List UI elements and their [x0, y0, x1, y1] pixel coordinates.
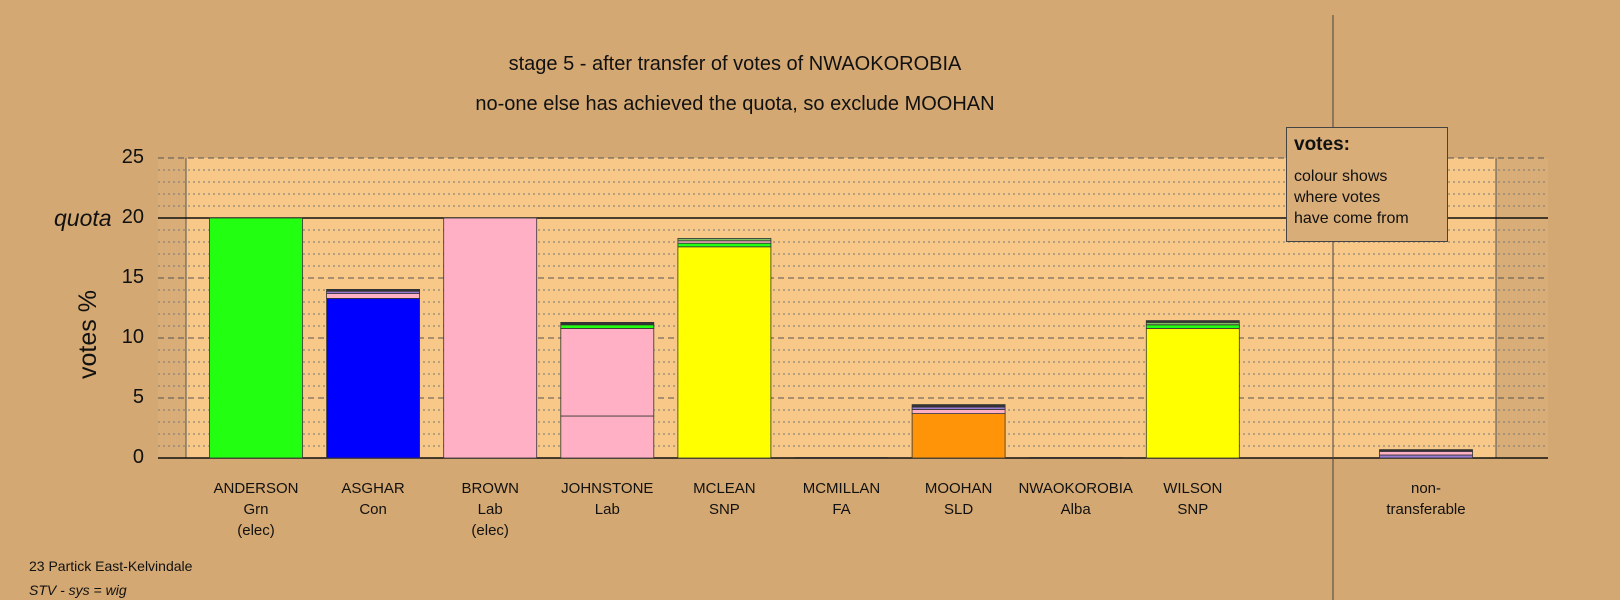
bar-non-transferable-segment	[1379, 454, 1473, 459]
bar-mclean-segment	[677, 237, 772, 242]
y-tick-20: 20	[121, 206, 144, 228]
chart-title: stage 5 - after transfer of votes of NWA…	[508, 53, 962, 75]
bar-johnstone-segment	[560, 327, 655, 417]
bar-non-transferable-segment	[1379, 449, 1473, 452]
bar-asghar-segment	[326, 293, 421, 299]
bar-mclean-segment	[677, 242, 772, 248]
x-label-moohan-line: MOOHAN	[924, 480, 993, 497]
x-label-brown-line: BROWN	[461, 480, 519, 497]
bar-wilson-segment	[1145, 320, 1240, 323]
x-label-moohan-line: SLD	[944, 501, 974, 518]
x-label-anderson: ANDERSON Grn (elec)	[191, 478, 321, 541]
legend-line: colour shows	[1294, 168, 1388, 185]
bar-asghar-segment	[326, 288, 421, 292]
x-label-asghar-line: ASGHAR	[341, 480, 405, 497]
bar-anderson-segment	[209, 217, 303, 459]
bar-moohan-segment	[911, 408, 1006, 414]
chart-subtitle: no-one else has achieved the quota, so e…	[475, 93, 995, 115]
x-label-anderson-line: ANDERSON	[213, 480, 299, 497]
x-label-brown-line: (elec)	[471, 522, 509, 539]
x-label-brown-line: Lab	[477, 501, 503, 518]
legend-line: have come from	[1294, 210, 1409, 227]
legend-title: votes:	[1294, 134, 1350, 155]
bar-wilson-segment	[1145, 327, 1240, 459]
bar-mclean-segment	[677, 246, 772, 459]
x-label-wilson: WILSON SNP	[1128, 478, 1258, 520]
y-tick-0: 0	[132, 446, 144, 468]
y-tick-15: 15	[121, 266, 144, 288]
y-tick-25: 25	[121, 146, 144, 168]
x-label-johnstone: JOHNSTONE Lab	[542, 478, 672, 520]
footer-system: STV - sys = wig	[29, 582, 127, 598]
bar-moohan-segment	[911, 413, 1006, 459]
x-label-non-transferable-line: non-	[1410, 480, 1442, 497]
x-label-nwaokorobia-line: Alba	[1060, 501, 1091, 518]
legend-line: where votes	[1294, 189, 1381, 206]
bar-johnstone-segment	[560, 321, 655, 326]
x-label-anderson-line: (elec)	[237, 522, 275, 539]
x-label-johnstone-line: JOHNSTONE	[561, 480, 654, 497]
x-label-mclean-line: MCLEAN	[693, 480, 756, 497]
y-axis-label: votes %	[73, 290, 102, 379]
x-label-brown: BROWN Lab (elec)	[425, 478, 555, 541]
quota-label: quota	[54, 205, 112, 231]
bar-johnstone-segment	[560, 324, 655, 329]
x-label-mcmillan-line: MCMILLAN	[802, 480, 881, 497]
bar-brown-segment	[443, 217, 538, 459]
bar-moohan-segment	[911, 404, 1006, 408]
x-label-non-transferable: non-transferable	[1361, 478, 1491, 520]
x-label-mclean: MCLEAN SNP	[659, 478, 789, 520]
bar-johnstone-segment	[560, 415, 655, 459]
x-label-asghar-line: Con	[359, 501, 387, 518]
y-tick-5: 5	[132, 386, 144, 408]
legend-box: votes: colour shows where votes have com…	[1286, 127, 1448, 242]
x-label-nwaokorobia: NWAOKOROBIA Alba	[1011, 478, 1141, 520]
x-label-wilson-line: WILSON	[1163, 480, 1223, 497]
x-label-johnstone-line: Lab	[594, 501, 620, 518]
x-label-mclean-line: SNP	[708, 501, 740, 518]
y-tick-10: 10	[121, 326, 144, 348]
x-label-wilson-line: SNP	[1177, 501, 1209, 518]
x-label-asghar: ASGHAR Con	[308, 478, 438, 520]
x-label-moohan: MOOHAN SLD	[894, 478, 1024, 520]
bar-non-transferable-segment	[1379, 450, 1473, 456]
x-label-nwaokorobia-line: NWAOKOROBIA	[1018, 480, 1133, 497]
x-label-anderson-line: Grn	[243, 501, 269, 518]
x-label-mcmillan-line: FA	[832, 501, 851, 518]
bar-wilson-segment	[1145, 324, 1240, 329]
x-label-mcmillan: MCMILLAN FA	[777, 478, 907, 520]
bar-asghar-segment	[326, 297, 421, 459]
footer-constituency: 23 Partick East-Kelvindale	[29, 558, 193, 574]
x-label-non-transferable-line: transferable	[1386, 501, 1466, 518]
